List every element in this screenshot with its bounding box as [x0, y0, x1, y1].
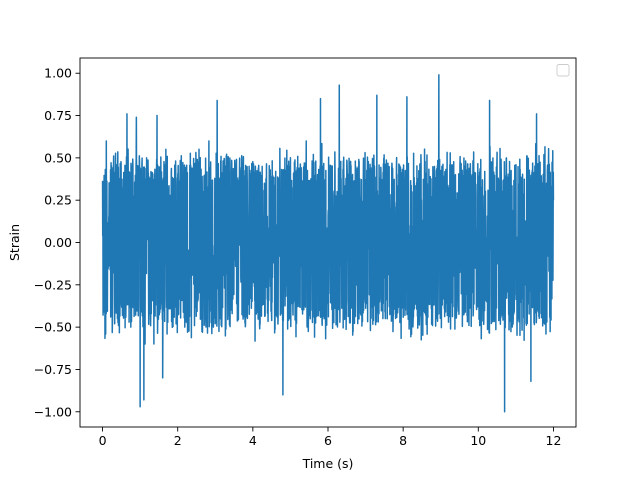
- plot-frame: [79, 57, 577, 428]
- legend-box: [556, 64, 570, 77]
- y-tick-label: 0.00: [44, 235, 72, 250]
- x-axis-label: Time (s): [302, 456, 354, 471]
- y-tick-label: 0.25: [44, 193, 72, 208]
- x-axis-ticks: 0 2 4 6 8 10 12: [99, 427, 562, 448]
- x-tick-label: 10: [470, 433, 486, 448]
- y-tick-label: 0.50: [44, 150, 72, 165]
- y-tick-label: 1.00: [44, 66, 72, 81]
- y-tick-label: −0.50: [34, 320, 72, 335]
- y-tick-label: −0.25: [34, 277, 72, 292]
- y-axis-ticks: −1.00 −0.75 −0.50 −0.25 0.00 0.25 0.50 0.75 1.00: [34, 66, 80, 419]
- y-tick-label: 0.75: [44, 108, 72, 123]
- x-tick-label: 0: [99, 433, 107, 448]
- x-tick-label: 4: [249, 433, 257, 448]
- x-tick-label: 2: [174, 433, 182, 448]
- x-tick-label: 6: [324, 433, 332, 448]
- x-tick-label: 8: [399, 433, 407, 448]
- strain-series-line: [101, 74, 555, 413]
- series-group: [101, 74, 555, 413]
- y-tick-label: −0.75: [34, 362, 72, 377]
- y-tick-label: −1.00: [34, 404, 72, 419]
- x-tick-label: 12: [546, 433, 562, 448]
- y-axis-label: Strain: [7, 224, 22, 261]
